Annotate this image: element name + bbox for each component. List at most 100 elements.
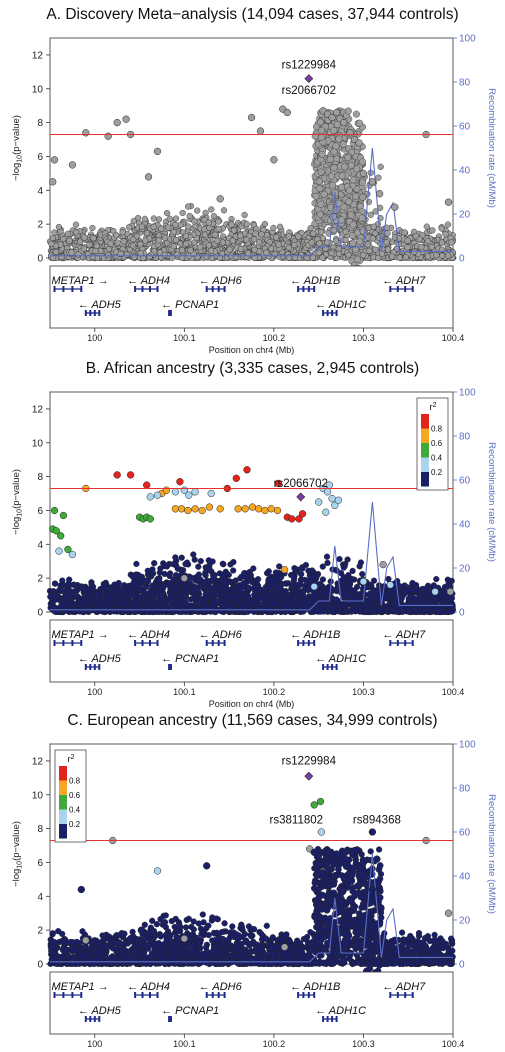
background-point [445,601,451,607]
snp-point [262,507,269,514]
y-tick-label: 6 [37,152,43,163]
peak-point [331,127,338,134]
y-tick-label: 8 [37,118,43,129]
snp-point [335,497,342,504]
y-tick-label: 6 [37,506,43,517]
ld-legend: r20.80.60.40.2 [417,398,448,490]
background-point [253,231,259,237]
y-tick-label: 0 [37,254,43,265]
panel-title: A. Discovery Meta−analysis (14,094 cases… [0,6,505,24]
peak-point [359,179,366,186]
peak-point [338,184,345,191]
background-point [343,608,349,614]
background-point [105,586,111,592]
background-point [121,608,127,614]
background-point [445,253,451,259]
background-point [143,584,149,590]
background-point [376,235,382,241]
background-point [250,566,256,572]
background-point [106,246,112,252]
peak-point [350,240,357,247]
background-point [439,226,445,232]
snp-point [356,140,363,147]
snp-point [347,129,354,136]
snp-point [192,488,199,495]
gene-label: METAP1 → [51,275,108,287]
background-point [173,237,179,243]
background-point [120,230,126,236]
background-point [389,254,395,260]
background-point [60,236,66,242]
background-point [267,591,273,597]
background-point [222,581,228,587]
background-point [371,609,377,615]
peak-point [348,212,355,219]
snp-point [376,190,383,197]
background-point [212,232,218,238]
snp-point [69,551,76,558]
background-point [286,245,292,251]
background-point [263,250,269,256]
manhattan-plot-a: 024681012020406080100−log10(p−value)Reco… [0,26,505,346]
y-tick-label: 4 [37,186,43,197]
peak-point [318,201,325,208]
background-point [345,557,351,563]
background-point [58,604,64,610]
background-point [82,235,88,241]
background-point [431,583,437,589]
background-point [436,607,442,613]
snp-point [311,583,318,590]
background-point [360,252,366,258]
background-point [264,570,270,576]
background-point [206,242,212,248]
background-point [179,555,185,561]
background-point [151,224,157,230]
background-point [51,230,57,236]
peak-point [339,173,346,180]
snp-label: rs2066702 [282,85,336,97]
background-point [175,566,181,572]
snp-point [340,119,347,126]
background-point [69,250,75,256]
background-point [170,561,176,567]
background-point [308,574,314,580]
background-point [376,175,382,181]
background-point [341,565,347,571]
background-point [90,225,96,231]
background-point [185,204,191,210]
background-point [364,608,370,614]
peak-point [352,193,359,200]
snp-point [69,162,76,169]
background-point [333,238,339,244]
background-point [88,599,94,605]
snp-point [255,505,262,512]
background-point [336,251,342,257]
peak-point [346,199,353,206]
background-point [183,594,189,600]
background-point [156,237,162,243]
background-point [142,238,148,244]
snp-point [360,170,367,177]
background-point [221,207,227,213]
background-point [135,572,141,578]
snp-point [271,156,278,163]
snp-label: rs2066702 [274,478,328,490]
background-point [293,589,299,595]
snp-point [242,505,249,512]
snp-point [268,505,275,512]
background-point [183,233,189,239]
background-point [53,249,59,255]
snp-point [163,487,170,494]
background-point [235,592,241,598]
background-point [134,561,140,567]
background-point [202,232,208,238]
background-point [142,216,148,222]
peak-point [316,178,323,185]
background-point [179,247,185,253]
snp-point [172,505,179,512]
background-point [352,606,358,612]
background-point [115,240,121,246]
snp-point [387,582,394,589]
background-point [348,587,354,593]
background-point [379,251,385,257]
